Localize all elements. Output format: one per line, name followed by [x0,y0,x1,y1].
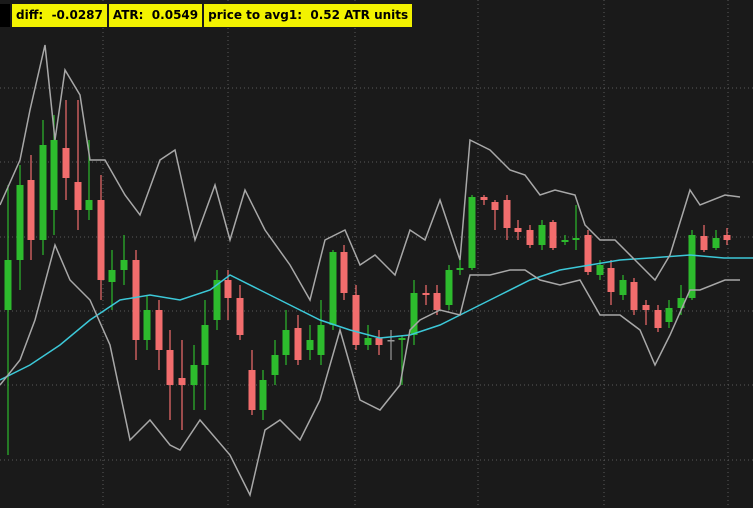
diff-label: diff: -0.0287 [12,4,107,27]
candle-body [50,140,58,210]
candle-body [201,325,209,365]
candle-body [364,338,372,345]
candle-body [375,338,383,345]
candle-body [514,228,522,232]
candle-body [700,236,708,250]
candle-body [39,145,47,240]
candle-body [480,197,488,200]
candle-body [572,238,580,240]
candle-body [27,180,35,240]
candle-body [178,378,186,385]
indicator-line [0,254,753,381]
candle-body [97,200,105,280]
candle-body [294,328,302,360]
candle-body [85,200,93,210]
candle-body [712,238,720,248]
candle-body [4,260,12,310]
candle-body [445,270,453,305]
candle-body [224,280,232,298]
candle-body [422,293,430,295]
candle-body [398,338,406,340]
candle-body [132,260,140,340]
candle-body [688,235,696,298]
candle-body [190,365,198,385]
candle-body [549,222,557,248]
candle-body [155,310,163,350]
candle-body [16,185,24,260]
candle-body [619,280,627,295]
candle-body [538,225,546,245]
candle-body [282,330,290,355]
indicator-line [0,242,740,498]
indicator-line [0,44,741,302]
candle-body [677,298,685,308]
candle-body [654,310,662,328]
candle-body [143,310,151,340]
candle-body [329,252,337,325]
candle-body [491,202,499,210]
candle-body [642,305,650,310]
marker [0,4,10,27]
candle-body [108,270,116,282]
candle-body [526,230,534,245]
atr-label: ATR: 0.0549 [108,4,203,27]
candle-body [561,240,569,242]
candle-body [248,370,256,410]
candle-body [468,197,476,268]
candle-body [410,293,418,335]
candle-body [665,308,673,322]
candle-body [387,340,395,342]
candle-body [352,295,360,345]
candle-body [166,350,174,385]
candle-body [271,355,279,375]
price-to-avg-label: price to avg1: 0.52 ATR units [204,4,413,27]
candle-body [62,148,70,178]
candle-body [259,380,267,410]
candle-body [74,182,82,210]
candle-body [607,268,615,292]
candle-body [630,282,638,310]
candle-body [340,252,348,293]
candle-body [596,265,604,275]
candle-body [236,298,244,335]
candle-body [317,325,325,355]
candle-body [306,340,314,350]
candle-body [433,293,441,310]
candle-body [723,235,731,240]
candle-body [213,280,221,320]
candle-body [456,268,464,270]
candle-body [584,235,592,272]
header: diff: -0.0287 ATR: 0.0549 price to avg1:… [0,4,413,27]
candle-body [120,260,128,270]
candle-body [503,200,511,228]
